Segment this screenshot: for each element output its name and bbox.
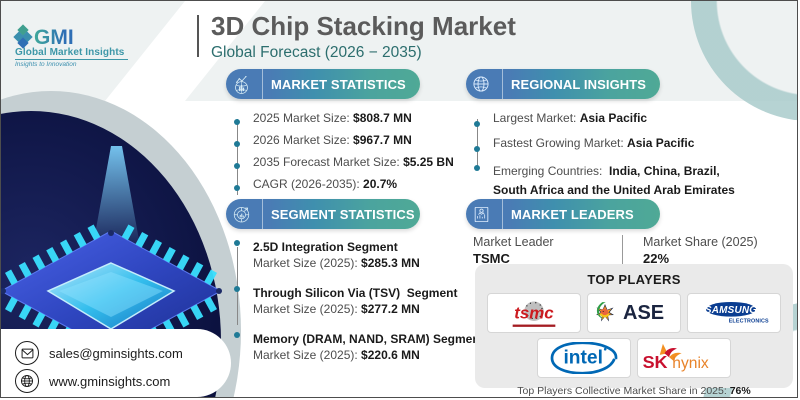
svg-text:ELECTRONICS: ELECTRONICS [729,319,769,325]
svg-text:SAMSUNG: SAMSUNG [705,305,757,316]
svg-text:tsmc: tsmc [514,303,554,322]
svg-text:hynix: hynix [672,355,709,372]
svg-text:ASE: ASE [623,302,664,324]
svg-text:SK: SK [643,352,668,372]
svg-text:intel: intel [563,348,602,369]
